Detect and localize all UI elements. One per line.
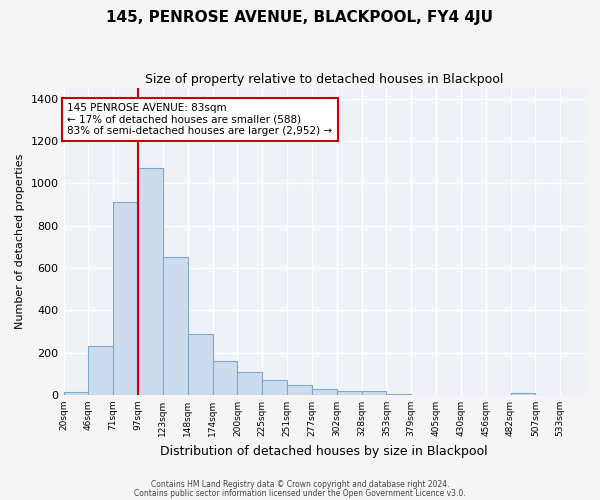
Bar <box>386 394 411 395</box>
Bar <box>212 361 238 395</box>
Title: Size of property relative to detached houses in Blackpool: Size of property relative to detached ho… <box>145 72 503 86</box>
Text: Contains public sector information licensed under the Open Government Licence v3: Contains public sector information licen… <box>134 488 466 498</box>
Bar <box>238 372 262 395</box>
Bar <box>312 389 337 395</box>
Bar <box>337 390 362 395</box>
Y-axis label: Number of detached properties: Number of detached properties <box>15 154 25 329</box>
Text: Contains HM Land Registry data © Crown copyright and database right 2024.: Contains HM Land Registry data © Crown c… <box>151 480 449 489</box>
Bar <box>511 393 535 395</box>
Bar <box>188 334 212 395</box>
Bar <box>88 346 113 395</box>
X-axis label: Distribution of detached houses by size in Blackpool: Distribution of detached houses by size … <box>160 444 488 458</box>
Bar <box>362 390 386 395</box>
Bar <box>113 202 138 395</box>
Text: 145 PENROSE AVENUE: 83sqm
← 17% of detached houses are smaller (588)
83% of semi: 145 PENROSE AVENUE: 83sqm ← 17% of detac… <box>67 103 332 136</box>
Bar <box>287 386 312 395</box>
Bar <box>138 168 163 395</box>
Bar <box>262 380 287 395</box>
Bar <box>163 258 188 395</box>
Bar <box>64 392 88 395</box>
Text: 145, PENROSE AVENUE, BLACKPOOL, FY4 4JU: 145, PENROSE AVENUE, BLACKPOOL, FY4 4JU <box>107 10 493 25</box>
